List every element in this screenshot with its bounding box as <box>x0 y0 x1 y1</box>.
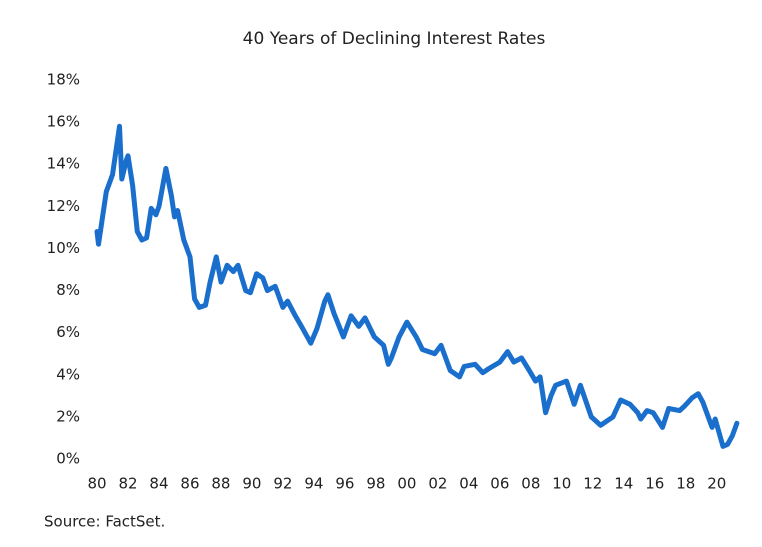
x-tick-label: 04 <box>459 475 478 493</box>
x-tick-label: 98 <box>366 475 385 493</box>
x-tick-label: 02 <box>428 475 447 493</box>
y-tick-label: 2% <box>56 407 80 425</box>
x-tick-label: 86 <box>180 475 199 493</box>
x-tick-label: 20 <box>707 475 726 493</box>
x-tick-label: 94 <box>304 475 323 493</box>
source-note: Source: FactSet. <box>44 513 165 531</box>
y-tick-label: 16% <box>47 113 80 131</box>
x-tick-label: 06 <box>490 475 509 493</box>
x-tick-label: 96 <box>335 475 354 493</box>
x-tick-label: 14 <box>614 475 633 493</box>
x-tick-label: 90 <box>242 475 261 493</box>
x-tick-label: 16 <box>645 475 664 493</box>
y-tick-label: 18% <box>47 71 80 89</box>
x-tick-label: 88 <box>211 475 230 493</box>
x-tick-label: 84 <box>149 475 168 493</box>
x-tick-label: 00 <box>397 475 416 493</box>
x-tick-label: 08 <box>521 475 540 493</box>
x-tick-label: 18 <box>676 475 695 493</box>
x-tick-label: 12 <box>583 475 602 493</box>
chart-title: 40 Years of Declining Interest Rates <box>243 29 546 49</box>
rate-line <box>94 123 740 449</box>
y-tick-label: 10% <box>47 239 80 257</box>
y-tick-label: 8% <box>56 281 80 299</box>
y-tick-label: 12% <box>47 197 80 215</box>
y-tick-label: 6% <box>56 323 80 341</box>
y-tick-label: 4% <box>56 365 80 383</box>
y-tick-label: 0% <box>56 450 80 468</box>
x-tick-label: 80 <box>87 475 106 493</box>
x-tick-label: 10 <box>552 475 571 493</box>
x-tick-label: 92 <box>273 475 292 493</box>
x-tick-label: 82 <box>118 475 137 493</box>
y-tick-label: 14% <box>47 155 80 173</box>
